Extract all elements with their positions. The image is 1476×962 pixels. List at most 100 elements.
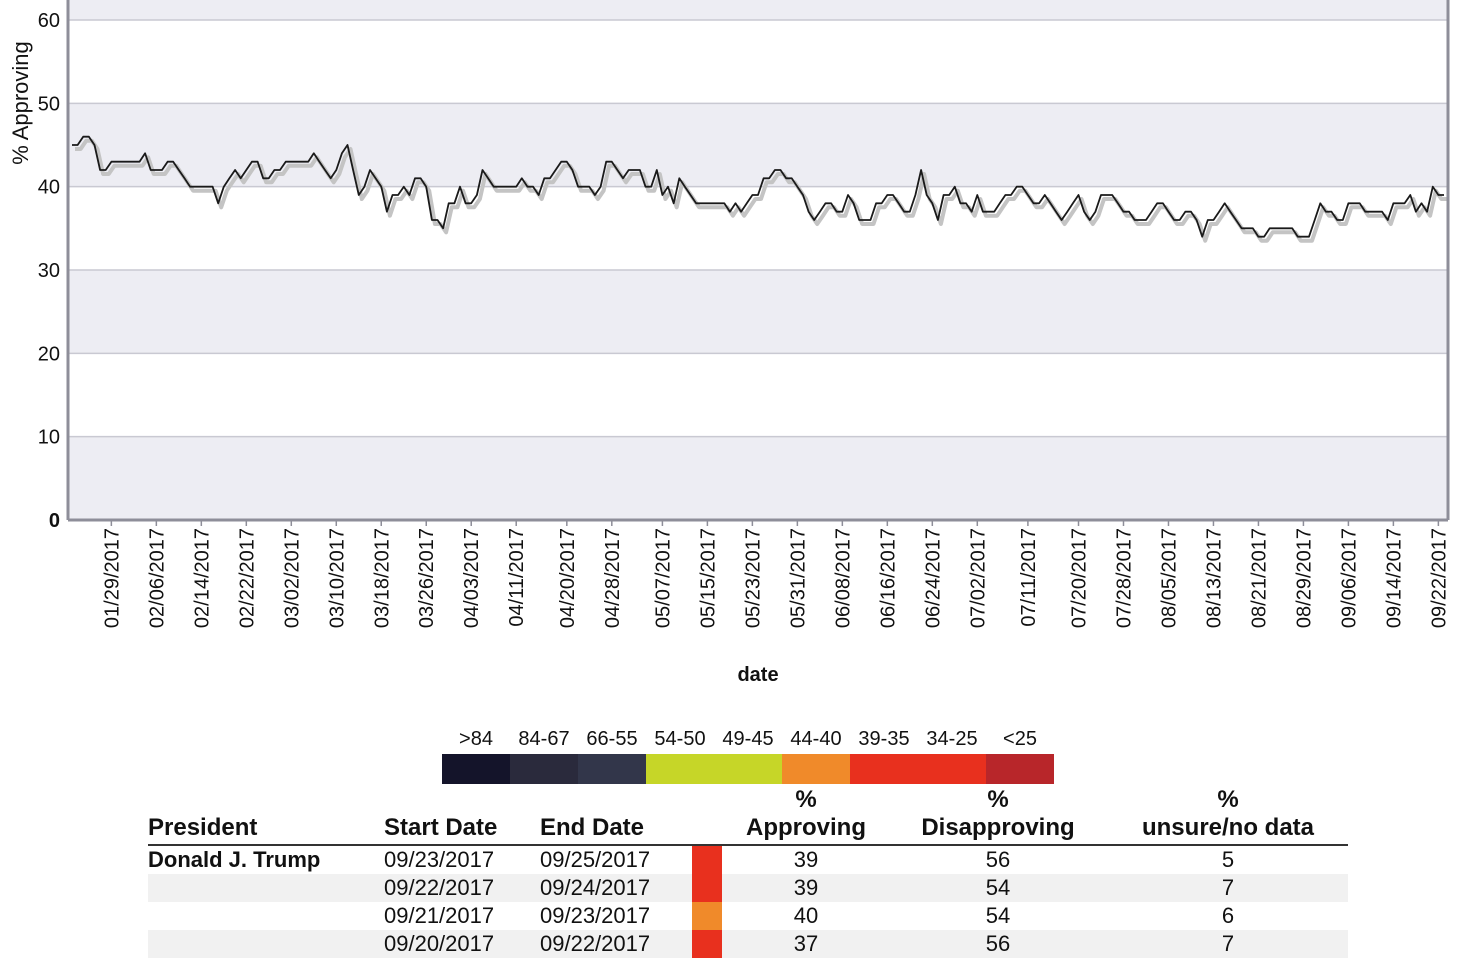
cell-president: Donald J. Trump — [148, 847, 321, 872]
plot-area — [68, 0, 1448, 520]
legend-label: 44-40 — [790, 728, 842, 750]
header-end-date: End Date — [540, 814, 645, 841]
cell-disapproving: 54 — [985, 903, 1011, 928]
approval-series-path — [72, 135, 1444, 238]
approval-line-chart: 0 10 20 30 40 50 60 01/29/2017 02/06/2017 02/14/… — [8, 0, 1450, 686]
x-axis-ticks: 01/29/2017 02/06/2017 02/14/2017 02/22/2017… — [101, 520, 1450, 628]
rating-legend: >84 84-67 66-55 54-50 49-45 44-40 39-35 34-25 <2… — [442, 726, 1054, 784]
cell-approving: 37 — [793, 931, 819, 956]
gridlines — [68, 19, 1448, 438]
cell-start-date: 09/20/2017 — [384, 931, 495, 956]
x-tick-label: 08/13/2017 — [1204, 528, 1226, 628]
table-row: 09/22/2017 09/24/2017 39 54 7 — [148, 874, 1348, 902]
y-tick-label: 0 — [49, 510, 60, 532]
x-tick-label: 01/29/2017 — [101, 528, 123, 628]
x-tick-label: 02/06/2017 — [146, 528, 168, 628]
legend-swatch — [782, 754, 850, 784]
x-tick-label: 05/07/2017 — [652, 528, 674, 628]
cell-start-date: 09/22/2017 — [384, 875, 495, 900]
x-tick-label: 07/28/2017 — [1114, 528, 1136, 628]
x-tick-label: 03/18/2017 — [371, 528, 393, 628]
y-tick-label: 60 — [38, 10, 60, 32]
plot-frame — [66, 0, 1450, 522]
legend-label: 39-35 — [858, 728, 910, 750]
y-tick-label: 50 — [38, 93, 60, 115]
cell-disapproving: 56 — [985, 847, 1011, 872]
cell-start-date: 09/23/2017 — [384, 847, 495, 872]
x-tick-label: 07/20/2017 — [1069, 528, 1091, 628]
y-axis-ticks: 0 10 20 30 40 50 60 — [38, 10, 60, 532]
header-divider — [148, 844, 1348, 846]
header-disapproving-symbol: % — [987, 786, 1009, 813]
x-tick-label: 06/24/2017 — [922, 528, 944, 628]
header-approving: Approving — [746, 814, 866, 841]
cell-approving: 40 — [793, 903, 819, 928]
x-tick-label: 09/06/2017 — [1338, 528, 1360, 628]
cell-start-date: 09/21/2017 — [384, 903, 495, 928]
x-tick-label: 05/23/2017 — [742, 528, 764, 628]
legend-swatch — [646, 754, 714, 784]
x-tick-label: 08/29/2017 — [1293, 528, 1315, 628]
cell-disapproving: 54 — [985, 875, 1011, 900]
x-axis-title: date — [737, 664, 778, 686]
series-shadow-path — [75, 138, 1447, 243]
series-shadow — [75, 138, 1447, 243]
x-tick-label: 06/08/2017 — [832, 528, 854, 628]
cell-unsure: 5 — [1221, 847, 1235, 872]
x-tick-label: 06/16/2017 — [877, 528, 899, 628]
x-tick-label: 08/05/2017 — [1159, 528, 1181, 628]
y-axis-title: % Approving — [8, 41, 33, 165]
table-row: Donald J. Trump 09/23/2017 09/25/2017 39 56 5 — [148, 846, 1348, 874]
rating-swatch — [692, 902, 722, 930]
legend-swatch — [578, 754, 646, 784]
rating-swatch — [692, 930, 722, 958]
legend-label: 34-25 — [926, 728, 978, 750]
plot-band — [68, 436, 1448, 520]
legend-label: 54-50 — [654, 728, 706, 750]
x-tick-label: 08/21/2017 — [1248, 528, 1270, 628]
rating-swatch — [692, 874, 722, 902]
cell-approving: 39 — [793, 847, 819, 872]
cell-unsure: 7 — [1221, 931, 1235, 956]
cell-unsure: 6 — [1221, 903, 1235, 928]
rating-swatch — [692, 846, 722, 874]
x-tick-label: 03/10/2017 — [326, 528, 348, 628]
y-tick-label: 10 — [38, 427, 60, 449]
legend-label: <25 — [1003, 728, 1037, 750]
header-president: President — [148, 814, 258, 841]
x-tick-label: 05/31/2017 — [787, 528, 809, 628]
plot-band — [68, 270, 1448, 354]
x-tick-label: 03/26/2017 — [416, 528, 438, 628]
x-tick-label: 09/22/2017 — [1428, 528, 1450, 628]
x-tick-label: 05/15/2017 — [697, 528, 719, 628]
legend-swatch — [714, 754, 782, 784]
cell-approving: 39 — [793, 875, 819, 900]
header-start-date: Start Date — [384, 814, 498, 841]
series-line — [72, 135, 1444, 238]
y-tick-label: 40 — [38, 177, 60, 199]
header-approving-symbol: % — [795, 786, 817, 813]
table-row: 09/21/2017 09/23/2017 40 54 6 — [148, 902, 1348, 930]
header-disapproving: Disapproving — [921, 814, 1075, 841]
legend-swatch — [918, 754, 986, 784]
plot-bands — [68, 0, 1448, 520]
x-tick-label: 03/02/2017 — [281, 528, 303, 628]
cell-unsure: 7 — [1221, 875, 1235, 900]
x-tick-label: 07/11/2017 — [1018, 528, 1040, 627]
legend-label: >84 — [459, 728, 493, 750]
x-tick-label: 04/28/2017 — [602, 528, 624, 628]
cell-end-date: 09/22/2017 — [540, 931, 651, 956]
header-unsure: unsure/no data — [1141, 814, 1315, 841]
legend-swatch — [510, 754, 578, 784]
cell-end-date: 09/25/2017 — [540, 847, 651, 872]
poll-table: President Start Date End Date % Approvin… — [148, 784, 1348, 962]
header-unsure-symbol: % — [1217, 786, 1239, 813]
legend-label: 84-67 — [518, 728, 570, 750]
x-tick-label: 04/20/2017 — [557, 528, 579, 628]
x-tick-label: 04/11/2017 — [506, 528, 528, 627]
cell-end-date: 09/24/2017 — [540, 875, 651, 900]
cell-disapproving: 56 — [985, 931, 1011, 956]
plot-band — [68, 103, 1448, 187]
legend-swatch — [850, 754, 918, 784]
legend-label: 49-45 — [722, 728, 774, 750]
